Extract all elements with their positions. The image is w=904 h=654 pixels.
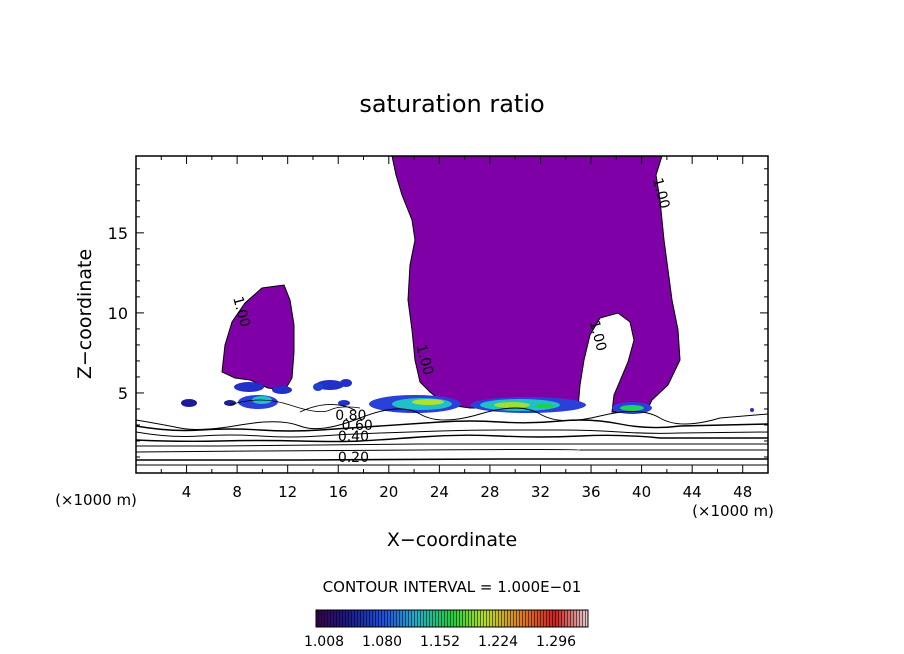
supersat-region-main [391, 156, 681, 413]
y-tick-label: 10 [108, 304, 128, 323]
x-tick-label: 40 [632, 483, 651, 501]
contour-labels: 1.00 1.00 1.00 1.00 0.800.600.40 0.20 [229, 176, 672, 466]
x-unit-left: (×1000 m) [55, 491, 137, 509]
y-tick-label: 5 [118, 384, 128, 403]
x-tick-label: 24 [430, 483, 449, 501]
x-axis-label: X−coordinate [387, 529, 517, 551]
contour-label: 1.00 [229, 295, 253, 329]
x-tick-label: 4 [182, 483, 192, 501]
x-tick-label: 20 [379, 483, 398, 501]
x-tick-label: 28 [480, 483, 499, 501]
contour-label: 1.00 [649, 176, 673, 210]
contour-label: 0.20 [338, 450, 369, 466]
colorbar [315, 609, 589, 628]
x-tick-label: 16 [329, 483, 348, 501]
contour-lines [136, 399, 768, 466]
colorbar-tick-label: 1.080 [362, 634, 402, 650]
colorbar-tick-label: 1.152 [420, 634, 460, 650]
x-unit-right: (×1000 m) [692, 502, 774, 520]
chart-title: saturation ratio [359, 90, 544, 118]
x-tick-label: 48 [733, 483, 752, 501]
colorbar-tick-label: 1.008 [304, 634, 344, 650]
y-axis-label: Z−coordinate [74, 249, 96, 379]
contour-label: 1.00 [413, 343, 437, 377]
x-tick-label: 32 [531, 483, 550, 501]
cloud-blobs [181, 379, 754, 414]
contour-interval: CONTOUR INTERVAL = 1.000E−01 [323, 578, 582, 596]
contour-label: 1.00 [586, 319, 610, 353]
contour-label: 0.80 [335, 408, 366, 424]
x-tick-label: 36 [581, 483, 600, 501]
y-tick-label: 15 [108, 224, 128, 243]
x-ticks: 4 8 12 16 20 24 28 32 36 40 44 48 [160, 156, 752, 501]
x-tick-label: 8 [232, 483, 242, 501]
x-tick-label: 44 [683, 483, 702, 501]
plot-frame [135, 155, 769, 474]
y-ticks: 5 10 15 [108, 168, 768, 458]
colorbar-ticks: 1.008 1.080 1.152 1.224 1.296 [304, 634, 576, 650]
colorbar-tick-label: 1.224 [478, 634, 518, 650]
plot-area [136, 156, 768, 466]
x-tick-label: 12 [278, 483, 297, 501]
contour-label: 0.40 [338, 429, 369, 445]
colorbar-tick-label: 1.296 [536, 634, 576, 650]
contour-label: 0.60 [342, 418, 373, 434]
